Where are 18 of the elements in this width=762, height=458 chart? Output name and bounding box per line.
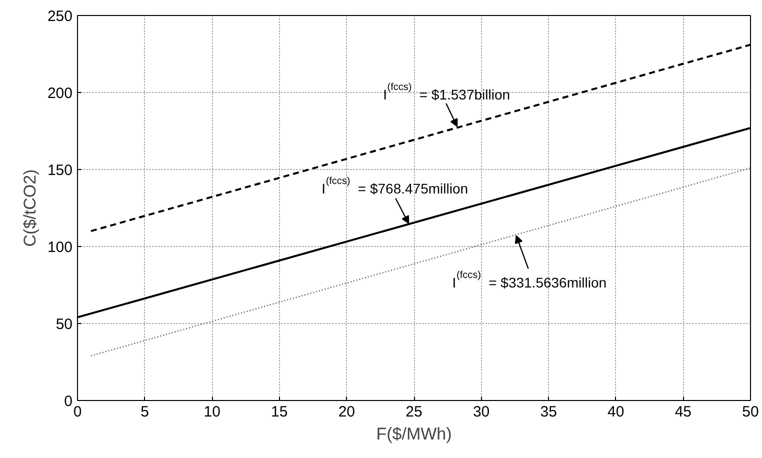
- x-tick-label: 25: [406, 404, 422, 420]
- x-tick-label: 10: [204, 404, 220, 420]
- y-tick-label: 0: [64, 393, 72, 410]
- x-tick-label: 40: [608, 404, 624, 420]
- y-tick-label: 100: [47, 239, 73, 256]
- x-tick-label: 50: [742, 404, 759, 420]
- y-axis-title: C($/tCO2): [20, 169, 40, 247]
- y-tick-label: 250: [47, 8, 73, 25]
- x-tick-label: 35: [540, 404, 557, 420]
- y-tick-label: 150: [47, 162, 73, 179]
- y-tick-label: 50: [56, 316, 73, 333]
- x-axis-title: F($/MWh): [376, 424, 452, 444]
- x-tick-label: 15: [271, 404, 288, 420]
- x-tick-label: 5: [140, 404, 149, 420]
- x-tick-label: 20: [338, 404, 356, 420]
- x-tick-label: 45: [674, 404, 692, 420]
- x-tick-label: 30: [472, 404, 490, 420]
- y-tick-label: 200: [47, 85, 73, 102]
